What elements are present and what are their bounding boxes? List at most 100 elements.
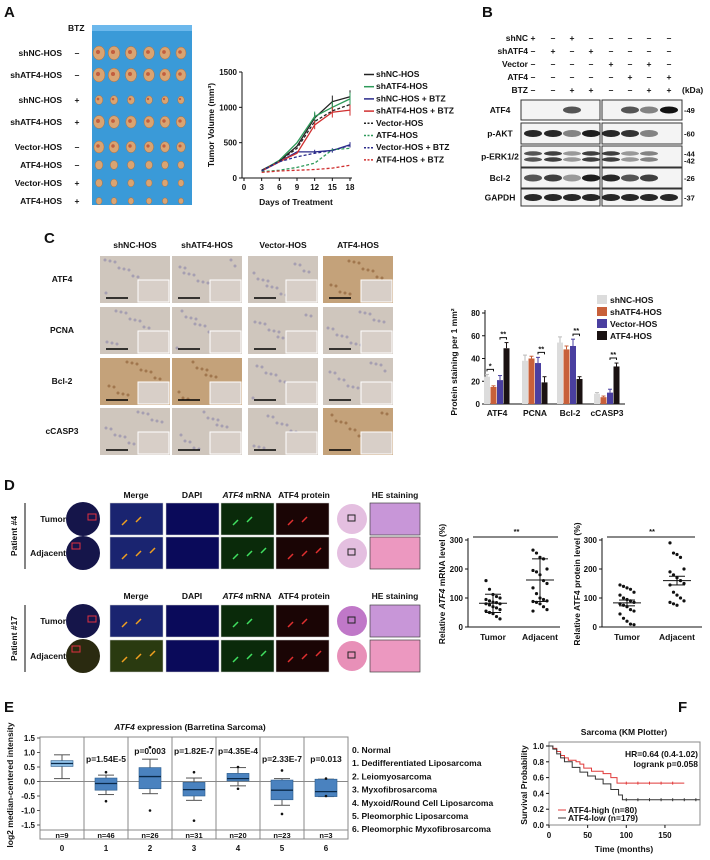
y-tick-label: 200 (450, 565, 464, 574)
box (138, 767, 162, 790)
cell-nucleus (278, 379, 282, 383)
inset-magnified (137, 279, 170, 303)
condition-sign: – (667, 46, 672, 56)
cell-nucleus (270, 285, 274, 289)
ihc-bar-chart: Protein staining per 1 mm² 0 20 40 60 80 ATF4… (449, 295, 662, 418)
kda-label: (kDa) (682, 85, 703, 95)
y-tick-label: 20 (471, 377, 480, 386)
patient-label: Patient #4 (9, 516, 19, 556)
cell-nucleus (344, 421, 348, 425)
header-mrna-suffix: mRNA (243, 490, 271, 500)
cell-nucleus (347, 259, 351, 263)
blot-box-left (520, 145, 601, 168)
row-label: ATF4 (52, 274, 73, 284)
data-point (675, 603, 679, 607)
legend-label: Vector-HOS + BTZ (376, 142, 449, 152)
tumor-spot (111, 119, 115, 123)
legend-label: ATF4-HOS (376, 130, 418, 140)
cell-nucleus (216, 418, 220, 422)
roi-box (87, 615, 97, 623)
btz-sign: + (75, 117, 80, 127)
data-point (487, 587, 492, 591)
tumor-spot (96, 119, 100, 123)
row-label: shATF4-HOS (10, 70, 62, 80)
x-tick-label: 12 (310, 183, 319, 192)
signal-arrow (149, 547, 156, 554)
btz-sign: – (75, 70, 80, 80)
outlier (104, 770, 108, 774)
cell-nucleus (269, 372, 273, 376)
data-point (632, 609, 636, 613)
series-line (261, 109, 351, 172)
he-roi-box (347, 548, 356, 556)
cell-nucleus (178, 265, 182, 269)
tumor (145, 95, 153, 105)
data-point (671, 602, 676, 606)
dapi-image (165, 604, 220, 638)
data-point (541, 605, 546, 609)
protein-band (582, 157, 600, 162)
data-point (541, 597, 546, 602)
cell-nucleus (153, 376, 157, 380)
data-point (621, 603, 626, 607)
cell-nucleus (274, 373, 278, 377)
signal-arrow (121, 621, 128, 628)
blot-label: ATF4 (490, 105, 511, 115)
inset-magnified (285, 279, 318, 303)
tumor-spot (146, 144, 150, 148)
merge-image (109, 536, 164, 570)
cell-nucleus (147, 326, 151, 330)
roi-box (87, 513, 97, 521)
cell-nucleus (345, 335, 349, 339)
sample-label: Adjacent (30, 651, 66, 661)
bar (535, 363, 541, 404)
data-point (498, 617, 502, 621)
x-tick-label: Bcl-2 (560, 408, 581, 418)
cell-nucleus (192, 273, 196, 277)
condition-label: shATF4 (497, 46, 528, 56)
data-point (494, 614, 499, 619)
cell-nucleus (328, 370, 332, 374)
tumor-spot (128, 50, 132, 54)
cell-nucleus (108, 259, 112, 263)
inset-magnified (209, 431, 242, 455)
cell-nucleus (124, 311, 128, 315)
data-point (628, 587, 633, 591)
data-point (531, 609, 535, 613)
cell-nucleus (127, 268, 131, 272)
cell-nucleus (104, 426, 108, 430)
data-point (628, 622, 633, 626)
box-plot: ATF4 expression (Barretina Sarcoma) log2… (5, 722, 493, 853)
mrna-scatter-chart: Relative ATF4 mRNA level (%) 0 100 200 300 T… (437, 524, 560, 644)
protein-band (602, 151, 620, 156)
data-point (668, 570, 672, 574)
protein-band (582, 194, 600, 201)
panel-label-a: A (4, 4, 15, 21)
significance-bracket (572, 333, 580, 337)
cell-nucleus (136, 410, 140, 414)
p-value: p=0.003 (134, 746, 166, 756)
cell-nucleus (128, 317, 132, 321)
tumor (127, 95, 135, 105)
condition-sign: – (589, 33, 594, 43)
chart-title: ATF4 expression (Barretina Sarcoma) (113, 722, 266, 732)
x-tick-label: 0 (242, 183, 247, 192)
he-roi-box (347, 514, 356, 522)
tumor-spot (178, 97, 182, 101)
legend-label: shNC-HOS (376, 69, 420, 79)
cell-nucleus (331, 327, 335, 331)
signal-arrow (287, 656, 294, 663)
cell-nucleus (263, 322, 267, 326)
y-tick-label: 0.0 (533, 821, 545, 830)
protein-band (544, 151, 562, 156)
tumor-spot (162, 144, 166, 148)
condition-sign: – (609, 85, 614, 95)
merge-image (109, 502, 164, 536)
y-label-prefix: Relative (437, 609, 447, 644)
panel-label-b: B (482, 4, 493, 21)
signal-arrow (246, 550, 253, 557)
data-point (632, 623, 636, 627)
tumor-spot (178, 144, 182, 148)
outlier (324, 794, 328, 798)
cell-nucleus (354, 342, 358, 346)
